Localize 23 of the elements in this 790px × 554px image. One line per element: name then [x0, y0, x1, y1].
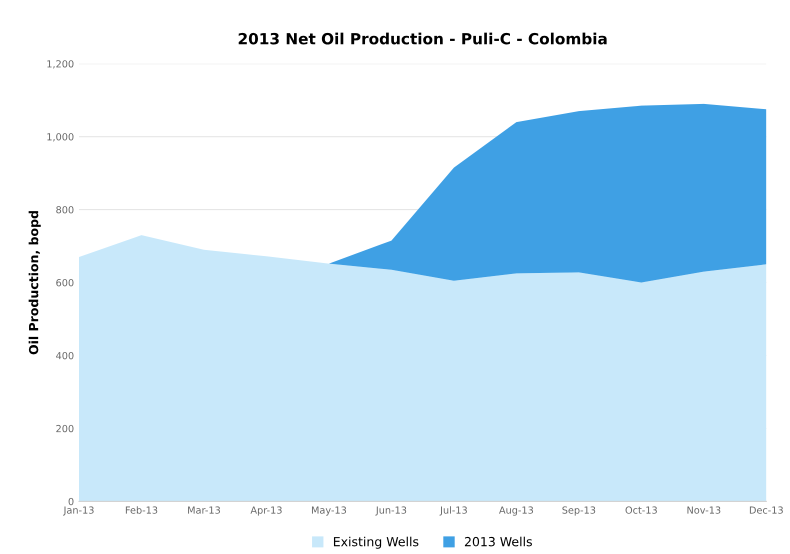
x-tick-label: Aug-13 [499, 506, 534, 516]
x-tick-label: Oct-13 [626, 506, 657, 514]
x-tick-label: Mar-13 [188, 506, 220, 514]
legend-label: 2013 Wells [464, 536, 532, 546]
y-tick-label: 800 [56, 206, 74, 214]
y-tick-label: 1,200 [47, 60, 74, 69]
x-tick-label: May-13 [312, 506, 346, 516]
y-tick-label: 200 [56, 424, 74, 432]
y-tick-label: 400 [56, 352, 74, 360]
x-tick-label: Feb-13 [126, 506, 158, 514]
legend-label: Existing Wells [334, 536, 418, 549]
x-tick-label: Sep-13 [562, 506, 596, 516]
x-tick-label: Jan-13 [63, 506, 94, 516]
x-tick-label: Dec-13 [750, 506, 783, 514]
x-tick-label: Nov-13 [687, 506, 720, 514]
x-tick-label: Jul-13 [440, 506, 467, 516]
x-tick-label: Jun-13 [375, 506, 406, 516]
x-tick-label: Apr-13 [250, 506, 282, 516]
y-tick-label: 1,000 [47, 133, 74, 142]
y-axis-title: Oil Production, bopd [28, 211, 41, 354]
y-tick-label: 0 [68, 498, 74, 506]
chart-title: 2013 Net Oil Production - Puli-C - Colombia [238, 32, 607, 44]
y-tick-label: 600 [56, 279, 74, 286]
